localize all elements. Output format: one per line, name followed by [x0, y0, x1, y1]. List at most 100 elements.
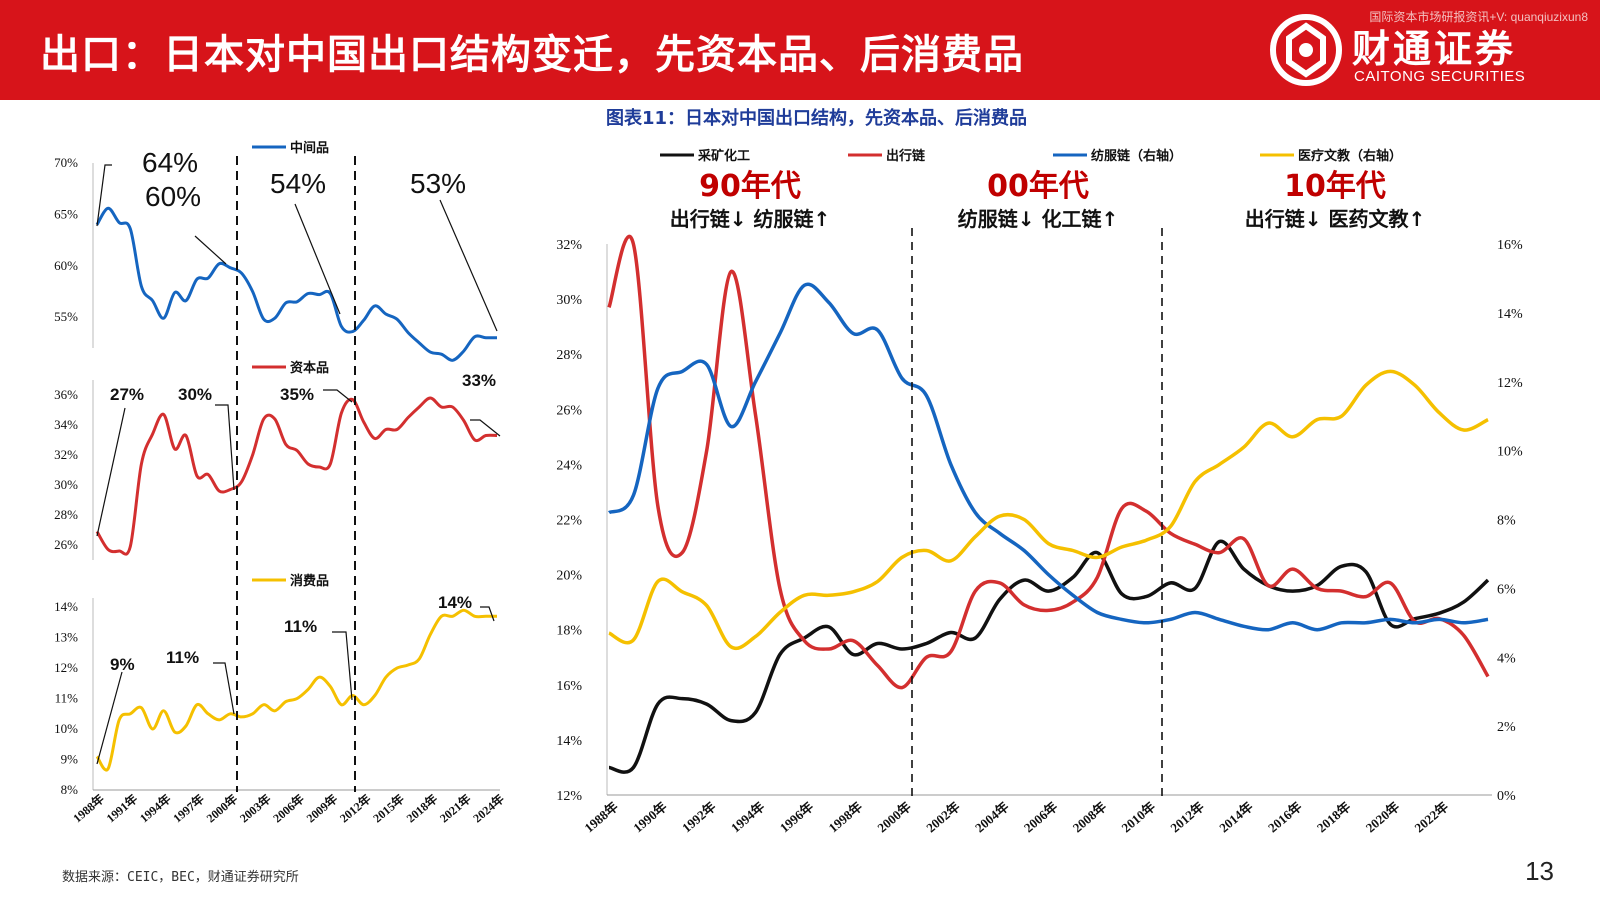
left-value-annotation: 33%	[462, 371, 496, 390]
left-panel-1-ytick: 34%	[54, 417, 78, 432]
left-xtick: 1997年	[170, 791, 207, 826]
left-value-annotation: 11%	[166, 648, 199, 667]
left-panel-2-ytick: 10%	[54, 721, 78, 736]
main-ytick-left: 24%	[556, 458, 582, 473]
left-panel-1-ytick: 32%	[54, 447, 78, 462]
era-trend-text: 出行链↓ 纺服链↑	[670, 207, 830, 231]
brand-logo: 财通证券 CAITONG SECURITIES	[1268, 10, 1588, 90]
medical-education-series-line	[608, 369, 1489, 651]
left-value-annotation: 30%	[178, 385, 212, 404]
main-ytick-left: 14%	[556, 734, 582, 749]
main-ytick-right: 10%	[1497, 445, 1523, 460]
main-ytick-left: 18%	[556, 624, 582, 639]
left-panel-0-series-line	[95, 206, 498, 362]
left-panel-2-legend-label: 消费品	[290, 573, 329, 589]
annotation-leader-line	[96, 164, 112, 227]
main-ytick-left: 28%	[556, 348, 582, 363]
left-xtick: 2012年	[336, 791, 373, 826]
left-value-annotation: 54%	[270, 168, 326, 199]
left-panel-1-ytick: 36%	[54, 387, 78, 402]
main-xtick: 2014年	[1216, 799, 1256, 836]
left-panel-1-ytick: 26%	[54, 537, 78, 552]
main-ytick-right: 2%	[1497, 720, 1516, 735]
era-trend-text: 出行链↓ 医药文教↑	[1245, 207, 1425, 231]
left-panel-2-ytick: 11%	[55, 691, 79, 706]
main-xtick: 2020年	[1363, 799, 1403, 836]
main-xtick: 2004年	[972, 799, 1012, 836]
main-xtick: 2022年	[1412, 799, 1452, 836]
annotation-leader-line	[215, 404, 235, 491]
travel-chain-series-line	[607, 234, 1490, 690]
main-ytick-left: 26%	[556, 403, 582, 418]
left-panel-0-legend-label: 中间品	[290, 140, 329, 156]
era-trend-text: 纺服链↓ 化工链↑	[958, 207, 1118, 231]
chart-title: 图表11：日本对中国出口结构，先资本品、后消费品	[606, 108, 1028, 129]
left-panel-2-series-line	[95, 608, 497, 772]
left-value-annotation: 9%	[110, 655, 135, 674]
left-panel-0-ytick: 70%	[54, 155, 78, 170]
era-heading: 90年代	[699, 169, 801, 204]
main-legend-3-label: 医疗文教（右轴）	[1298, 148, 1402, 164]
main-xtick: 2016年	[1265, 799, 1305, 836]
left-xtick: 2006年	[270, 791, 307, 826]
main-xtick: 2000年	[874, 799, 914, 836]
main-ytick-left: 32%	[556, 238, 582, 253]
main-ytick-left: 12%	[556, 789, 582, 804]
annotation-leader-line	[194, 235, 227, 265]
main-xtick: 1998年	[826, 799, 866, 836]
annotation-leader-line	[96, 407, 126, 537]
main-xtick: 1994年	[728, 799, 768, 836]
source-note: 数据来源：CEIC，BEC，财通证券研究所	[62, 870, 299, 885]
left-value-annotation: 14%	[438, 593, 472, 612]
left-panel-2-ytick: 12%	[54, 660, 78, 675]
logo-chinese-name: 财通证券	[1352, 27, 1517, 71]
main-ytick-right: 16%	[1497, 238, 1523, 253]
left-xtick: 2000年	[203, 791, 240, 826]
left-xtick: 2021年	[436, 791, 473, 826]
main-ytick-right: 4%	[1497, 651, 1516, 666]
main-ytick-right: 12%	[1497, 376, 1523, 391]
left-xtick: 1991年	[103, 791, 140, 826]
main-legend-0-label: 采矿化工	[697, 148, 750, 164]
left-value-annotation: 11%	[284, 617, 317, 636]
main-xtick: 2006年	[1021, 799, 1061, 836]
left-panel-0-ytick: 65%	[54, 206, 78, 221]
main-xtick: 2008年	[1070, 799, 1110, 836]
logo-mark-icon	[1270, 14, 1342, 86]
main-ytick-right: 6%	[1497, 582, 1516, 597]
page-number: 13	[1525, 856, 1554, 886]
left-xtick: 1994年	[136, 791, 173, 826]
main-xtick: 1990年	[630, 799, 670, 836]
left-panel-2-ytick: 13%	[54, 630, 78, 645]
header-bar: 出口：日本对中国出口结构变迁，先资本品、后消费品 国际资本市场研报资讯+V: q…	[0, 0, 1600, 100]
mining-chemical-series-line	[608, 539, 1490, 774]
annotation-leader-line	[439, 199, 498, 332]
left-panel-2-ytick: 8%	[61, 782, 79, 797]
left-xtick: 2015年	[370, 791, 407, 826]
main-xtick: 1996年	[777, 799, 817, 836]
page-title: 出口：日本对中国出口结构变迁，先资本品、后消费品	[40, 32, 1024, 78]
left-xtick: 2018年	[403, 791, 440, 826]
left-xtick: 2009年	[303, 791, 340, 826]
main-ytick-left: 20%	[556, 569, 582, 584]
left-xtick: 2024年	[470, 791, 507, 826]
era-heading: 10年代	[1284, 169, 1386, 204]
left-panel-1-series-line	[95, 396, 498, 556]
main-xtick: 2012年	[1167, 799, 1207, 836]
annotation-leader-line	[96, 671, 123, 765]
main-ytick-left: 22%	[556, 514, 582, 529]
era-heading: 00年代	[987, 169, 1089, 204]
main-xtick: 2010年	[1119, 799, 1159, 836]
left-panel-1-legend-label: 资本品	[290, 360, 329, 376]
left-panel-1-ytick: 30%	[54, 477, 78, 492]
left-value-annotation: 60%	[145, 181, 201, 212]
left-panel-2-ytick: 9%	[61, 752, 79, 767]
left-panel-0-ytick: 60%	[54, 258, 78, 273]
left-value-annotation: 35%	[280, 385, 314, 404]
annotation-leader-line	[213, 662, 235, 715]
logo-english-name: CAITONG SECURITIES	[1354, 68, 1526, 85]
left-value-annotation: 53%	[410, 168, 466, 199]
left-panel-1-ytick: 28%	[54, 507, 78, 522]
main-ytick-right: 14%	[1497, 307, 1523, 322]
